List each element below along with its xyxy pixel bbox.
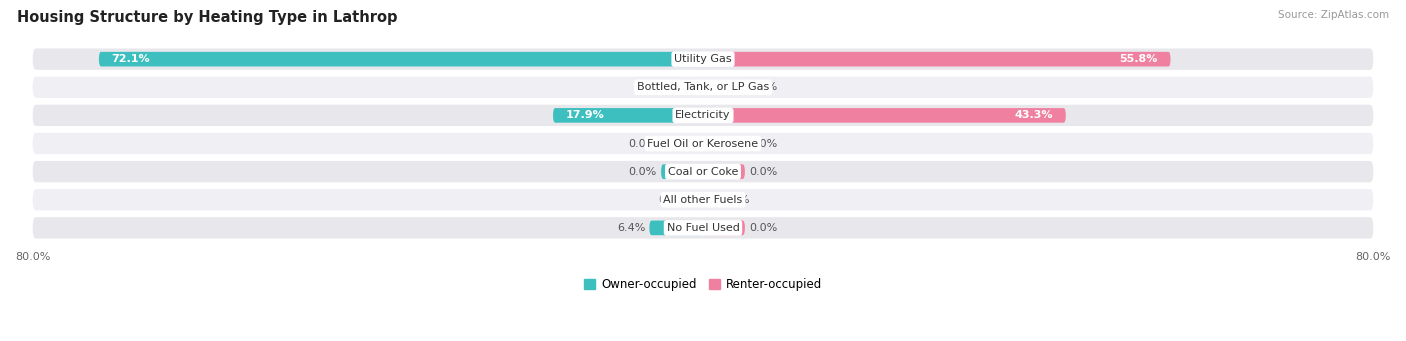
FancyBboxPatch shape	[697, 192, 703, 207]
FancyBboxPatch shape	[32, 189, 1374, 210]
Text: 0.65%: 0.65%	[658, 195, 693, 205]
Text: Electricity: Electricity	[675, 110, 731, 120]
Text: No Fuel Used: No Fuel Used	[666, 223, 740, 233]
FancyBboxPatch shape	[703, 80, 745, 94]
FancyBboxPatch shape	[703, 108, 1066, 123]
Text: Housing Structure by Heating Type in Lathrop: Housing Structure by Heating Type in Lat…	[17, 10, 398, 25]
Text: 0.0%: 0.0%	[628, 167, 657, 177]
Text: Fuel Oil or Kerosene: Fuel Oil or Kerosene	[647, 138, 759, 149]
FancyBboxPatch shape	[703, 52, 1171, 66]
Text: 0.0%: 0.0%	[628, 138, 657, 149]
FancyBboxPatch shape	[32, 133, 1374, 154]
FancyBboxPatch shape	[661, 164, 703, 179]
FancyBboxPatch shape	[703, 164, 745, 179]
FancyBboxPatch shape	[661, 136, 703, 151]
Text: Coal or Coke: Coal or Coke	[668, 167, 738, 177]
FancyBboxPatch shape	[553, 108, 703, 123]
FancyBboxPatch shape	[32, 161, 1374, 182]
Text: 0.0%: 0.0%	[749, 138, 778, 149]
FancyBboxPatch shape	[98, 52, 703, 66]
FancyBboxPatch shape	[703, 192, 710, 207]
Text: 43.3%: 43.3%	[1015, 110, 1053, 120]
Text: 0.0%: 0.0%	[749, 223, 778, 233]
Text: 0.89%: 0.89%	[714, 195, 751, 205]
FancyBboxPatch shape	[32, 105, 1374, 126]
Text: Utility Gas: Utility Gas	[675, 54, 731, 64]
FancyBboxPatch shape	[679, 80, 703, 94]
Legend: Owner-occupied, Renter-occupied: Owner-occupied, Renter-occupied	[579, 273, 827, 296]
Text: 72.1%: 72.1%	[111, 54, 150, 64]
Text: 0.0%: 0.0%	[749, 82, 778, 92]
FancyBboxPatch shape	[703, 136, 745, 151]
Text: All other Fuels: All other Fuels	[664, 195, 742, 205]
Text: 6.4%: 6.4%	[617, 223, 645, 233]
Text: 0.0%: 0.0%	[749, 167, 778, 177]
Text: Bottled, Tank, or LP Gas: Bottled, Tank, or LP Gas	[637, 82, 769, 92]
FancyBboxPatch shape	[703, 221, 745, 235]
Text: Source: ZipAtlas.com: Source: ZipAtlas.com	[1278, 10, 1389, 20]
Text: 55.8%: 55.8%	[1119, 54, 1159, 64]
FancyBboxPatch shape	[32, 77, 1374, 98]
Text: 2.9%: 2.9%	[645, 82, 675, 92]
Text: 17.9%: 17.9%	[565, 110, 605, 120]
FancyBboxPatch shape	[32, 217, 1374, 239]
FancyBboxPatch shape	[32, 48, 1374, 70]
FancyBboxPatch shape	[650, 221, 703, 235]
